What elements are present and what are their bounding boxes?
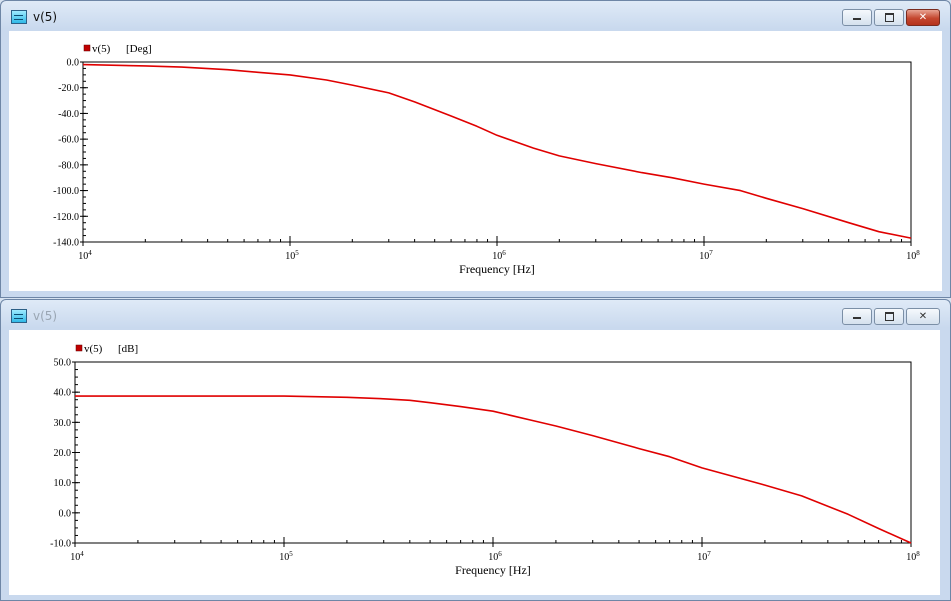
y-tick-label: -140.0 <box>53 238 79 249</box>
x-tick-label: 108 <box>906 249 920 262</box>
x-tick-label: 107 <box>697 550 711 563</box>
maximize-icon <box>884 312 894 321</box>
minimize-icon <box>853 18 861 20</box>
plot-panel: 50.0 40.0 30.0 20.0 10.0 0.0 -10.0 104 105 106 107… <box>9 330 940 595</box>
close-button[interactable]: ✕ <box>906 9 940 26</box>
close-icon: ✕ <box>918 12 928 23</box>
x-tick-base: 10 <box>78 251 88 262</box>
x-tick-exponent: 6 <box>502 249 506 257</box>
legend-label: v(5) <box>92 43 111 55</box>
plot-panel: 0.0 -20.0 -40.0 -60.0 -80.0 -100.0 -120.0 -140.… <box>9 31 942 291</box>
phase-plot-window: v(5) ✕ 0.0 -20.0 -40.0 -60.0 -80.0 -100.0 -120… <box>0 0 951 298</box>
x-tick-label: 105 <box>279 550 293 563</box>
x-axis-label: Frequency [Hz] <box>455 563 531 577</box>
x-tick-label: 104 <box>78 249 92 262</box>
x-tick-exponent: 7 <box>707 550 711 558</box>
x-tick-base: 10 <box>285 251 295 262</box>
x-tick-label: 105 <box>285 249 299 262</box>
y-tick-label: 0.0 <box>67 58 80 69</box>
legend-unit: [dB] <box>118 343 138 355</box>
x-tick-label: 106 <box>488 550 502 563</box>
minimize-icon <box>853 317 861 319</box>
waveform-window-icon <box>11 10 27 24</box>
phase-chart: 0.0 -20.0 -40.0 -60.0 -80.0 -100.0 -120.0 -140.… <box>53 43 920 276</box>
x-tick-exponent: 6 <box>498 550 502 558</box>
x-tick-exponent: 5 <box>289 550 293 558</box>
x-tick-exponent: 4 <box>88 249 92 257</box>
magnitude-plot-window: v(5) ✕ 50.0 40.0 30.0 20.0 10.0 0.0 -10.0 104 10… <box>0 299 951 601</box>
x-tick-base: 10 <box>699 251 709 262</box>
maximize-icon <box>884 13 894 22</box>
x-axis-label: Frequency [Hz] <box>459 262 535 276</box>
x-tick-base: 10 <box>697 552 707 563</box>
maximize-button[interactable] <box>874 308 904 325</box>
y-tick-label: -20.0 <box>58 83 79 94</box>
title-bar[interactable]: v(5) ✕ <box>1 300 950 330</box>
close-button[interactable]: ✕ <box>906 308 940 325</box>
window-title: v(5) <box>33 309 58 323</box>
x-tick-base: 10 <box>488 552 498 563</box>
x-tick-exponent: 8 <box>916 550 920 558</box>
y-tick-label: 0.0 <box>59 508 72 519</box>
x-tick-label: 106 <box>492 249 506 262</box>
y-tick-label: 20.0 <box>54 448 72 459</box>
x-tick-exponent: 7 <box>709 249 713 257</box>
series-line-v5 <box>75 395 912 544</box>
x-tick-label: 108 <box>906 550 920 563</box>
series-line-v5 <box>82 63 912 239</box>
plot-area <box>74 361 912 544</box>
minimize-button[interactable] <box>842 308 872 325</box>
minimize-button[interactable] <box>842 9 872 26</box>
y-tick-label: -40.0 <box>58 109 79 120</box>
x-tick-base: 10 <box>906 251 916 262</box>
x-tick-base: 10 <box>906 552 916 563</box>
legend-marker <box>83 44 91 52</box>
waveform-window-icon <box>11 309 27 323</box>
x-tick-base: 10 <box>70 552 80 563</box>
y-tick-label: -10.0 <box>50 539 71 550</box>
y-tick-label: -60.0 <box>58 135 79 146</box>
x-tick-label: 107 <box>699 249 713 262</box>
title-bar[interactable]: v(5) ✕ <box>1 1 950 31</box>
x-tick-exponent: 4 <box>80 550 84 558</box>
legend-marker <box>75 344 83 352</box>
close-icon: ✕ <box>918 311 928 322</box>
maximize-button[interactable] <box>874 9 904 26</box>
y-tick-label: -80.0 <box>58 160 79 171</box>
window-title: v(5) <box>33 10 58 24</box>
y-tick-label: -100.0 <box>53 186 79 197</box>
x-tick-base: 10 <box>279 552 289 563</box>
y-tick-label: 30.0 <box>54 418 72 429</box>
legend-label: v(5) <box>84 343 103 355</box>
plot-area <box>82 61 912 243</box>
legend-unit: [Deg] <box>126 43 152 55</box>
x-tick-exponent: 8 <box>916 249 920 257</box>
y-tick-label: 40.0 <box>54 388 72 399</box>
x-tick-base: 10 <box>492 251 502 262</box>
x-tick-exponent: 5 <box>295 249 299 257</box>
x-tick-label: 104 <box>70 550 84 563</box>
y-tick-label: 10.0 <box>54 478 72 489</box>
y-tick-label: -120.0 <box>53 212 79 223</box>
y-tick-label: 50.0 <box>54 358 72 369</box>
